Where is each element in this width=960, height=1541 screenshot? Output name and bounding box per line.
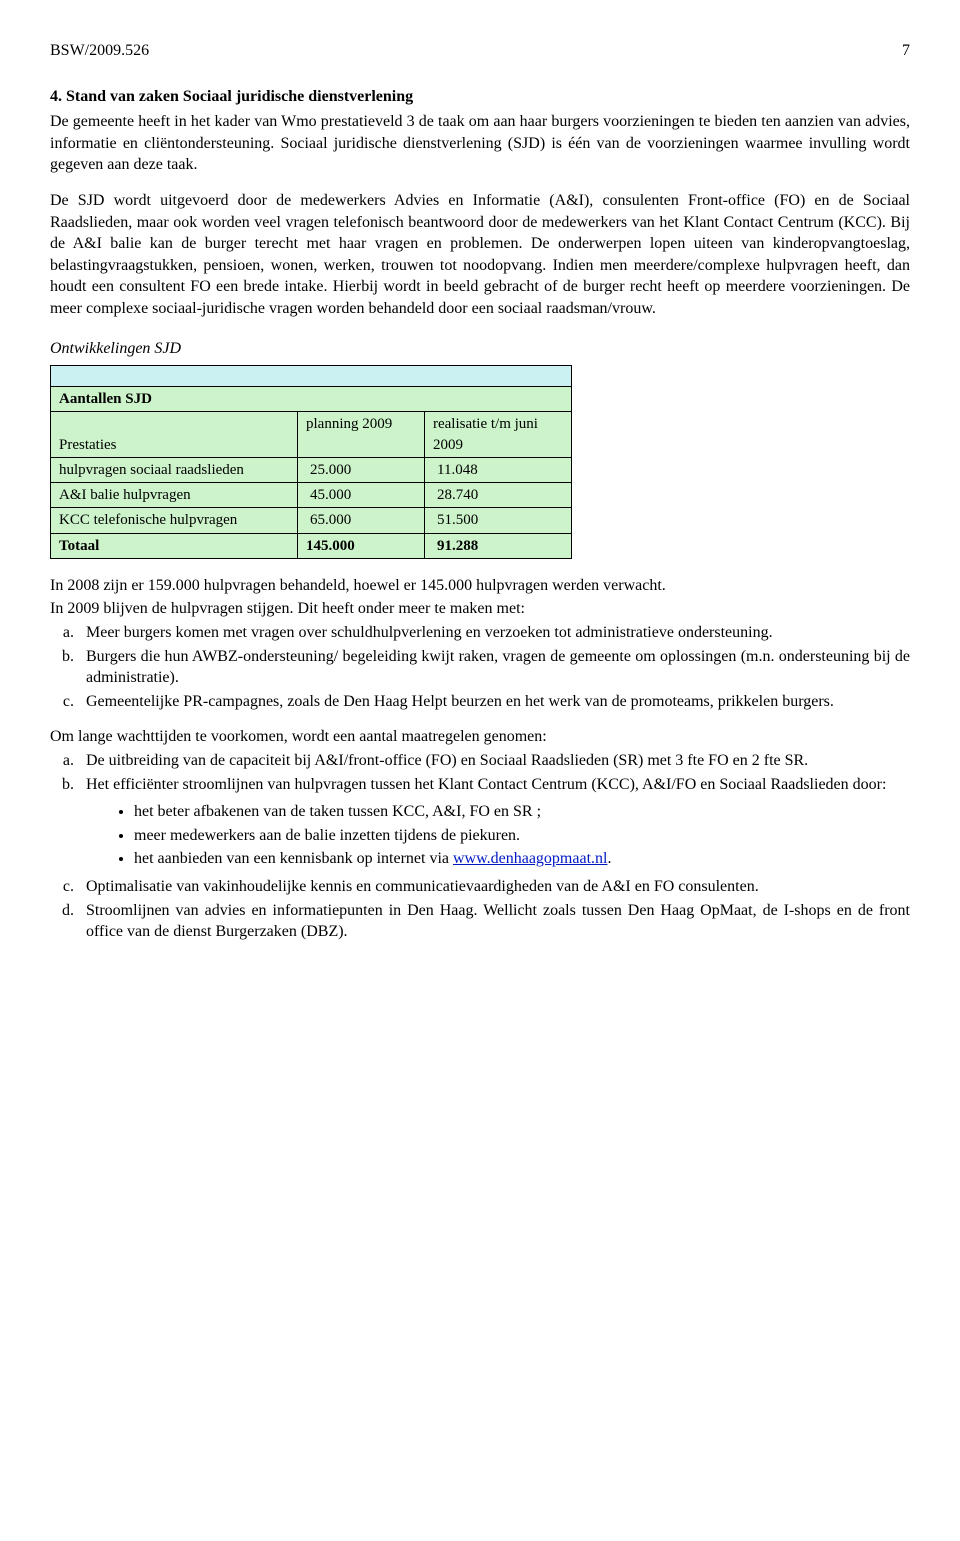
section-4-para-2: De SJD wordt uitgevoerd door de medewerk… [50,190,910,320]
table-row: KCC telefonische hulpvragen 65.000 51.50… [51,508,572,533]
cell-realisatie: 11.048 [425,457,572,482]
table-row: A&I balie hulpvragen 45.000 28.740 [51,483,572,508]
measures-intro: Om lange wachttijden te voorkomen, wordt… [50,726,910,748]
reasons-list: Meer burgers komen met vragen over schul… [50,622,910,712]
page-header: BSW/2009.526 7 [50,40,910,62]
cell-label: KCC telefonische hulpvragen [51,508,298,533]
cell-planning: 25.000 [298,457,425,482]
sjd-aantallen-table: Aantallen SJD Prestaties planning 2009 r… [50,365,572,559]
list-item-text: Het efficiënter stroomlijnen van hulpvra… [86,776,886,793]
list-item: het beter afbakenen van de taken tussen … [134,801,910,823]
ontwikkelingen-heading: Ontwikkelingen SJD [50,338,910,360]
table-title: Aantallen SJD [51,387,572,412]
bullet-text: het aanbieden van een kennisbank op inte… [134,850,453,867]
list-item: het aanbieden van een kennisbank op inte… [134,848,910,870]
denhaagopmaat-link[interactable]: www.denhaagopmaat.nl [453,850,607,867]
col-header-prestaties: Prestaties [51,412,298,458]
section-4-para-1: De gemeente heeft in het kader van Wmo p… [50,111,910,176]
list-item: Optimalisatie van vakinhoudelijke kennis… [78,876,910,898]
list-item: Burgers die hun AWBZ-ondersteuning/ bege… [78,646,910,689]
col-header-planning: planning 2009 [298,412,425,458]
after-table-line-1: In 2008 zijn er 159.000 hulpvragen behan… [50,575,910,597]
doc-id: BSW/2009.526 [50,40,149,62]
cell-label: hulpvragen sociaal raadslieden [51,457,298,482]
table-row: hulpvragen sociaal raadslieden 25.000 11… [51,457,572,482]
after-table-line-2: In 2009 blijven de hulpvragen stijgen. D… [50,598,910,620]
table-row-totaal: Totaal 145.000 91.288 [51,533,572,558]
list-item: Gemeentelijke PR-campagnes, zoals de Den… [78,691,910,713]
bullet-suffix: . [607,850,611,867]
list-item: Het efficiënter stroomlijnen van hulpvra… [78,774,910,870]
cell-planning: 45.000 [298,483,425,508]
measures-list: De uitbreiding van de capaciteit bij A&I… [50,750,910,943]
sub-bullets: het beter afbakenen van de taken tussen … [86,801,910,870]
cell-planning: 145.000 [298,533,425,558]
table-spacer-row [51,366,572,387]
cell-realisatie: 28.740 [425,483,572,508]
cell-realisatie: 91.288 [425,533,572,558]
page-number: 7 [902,40,910,62]
list-item: meer medewerkers aan de balie inzetten t… [134,825,910,847]
cell-realisatie: 51.500 [425,508,572,533]
list-item: Stroomlijnen van advies en informatiepun… [78,900,910,943]
cell-label: A&I balie hulpvragen [51,483,298,508]
list-item: Meer burgers komen met vragen over schul… [78,622,910,644]
col-header-realisatie: realisatie t/m juni 2009 [425,412,572,458]
list-item: De uitbreiding van de capaciteit bij A&I… [78,750,910,772]
cell-planning: 65.000 [298,508,425,533]
cell-label: Totaal [51,533,298,558]
section-4-title: 4. Stand van zaken Sociaal juridische di… [50,86,910,108]
